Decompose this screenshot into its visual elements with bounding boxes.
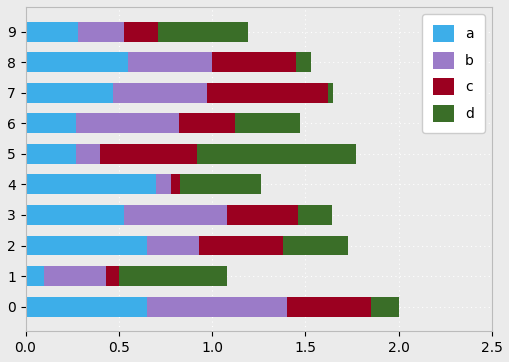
- Bar: [25, 144, 76, 164]
- Bar: [286, 297, 370, 317]
- Bar: [296, 52, 310, 72]
- Bar: [25, 174, 156, 194]
- Bar: [78, 22, 124, 42]
- Bar: [25, 22, 78, 42]
- Bar: [25, 83, 113, 103]
- Bar: [25, 113, 76, 133]
- Bar: [113, 83, 206, 103]
- Bar: [105, 266, 119, 286]
- Bar: [282, 236, 348, 256]
- Bar: [25, 297, 147, 317]
- Bar: [147, 236, 199, 256]
- Bar: [25, 236, 147, 256]
- Bar: [25, 52, 128, 72]
- Bar: [178, 113, 234, 133]
- Legend: a, b, c, d: a, b, c, d: [421, 14, 484, 133]
- Bar: [76, 144, 100, 164]
- Bar: [327, 83, 333, 103]
- Bar: [76, 113, 178, 133]
- Bar: [206, 83, 327, 103]
- Bar: [197, 144, 355, 164]
- Bar: [124, 205, 227, 225]
- Bar: [156, 174, 171, 194]
- Bar: [100, 144, 197, 164]
- Bar: [25, 266, 44, 286]
- Bar: [147, 297, 286, 317]
- Bar: [25, 205, 124, 225]
- Bar: [370, 297, 398, 317]
- Bar: [180, 174, 260, 194]
- Bar: [297, 205, 331, 225]
- Bar: [119, 266, 227, 286]
- Bar: [199, 236, 282, 256]
- Bar: [234, 113, 299, 133]
- Bar: [124, 22, 158, 42]
- Bar: [227, 205, 297, 225]
- Bar: [171, 174, 180, 194]
- Bar: [44, 266, 105, 286]
- Bar: [128, 52, 212, 72]
- Bar: [212, 52, 296, 72]
- Bar: [158, 22, 247, 42]
